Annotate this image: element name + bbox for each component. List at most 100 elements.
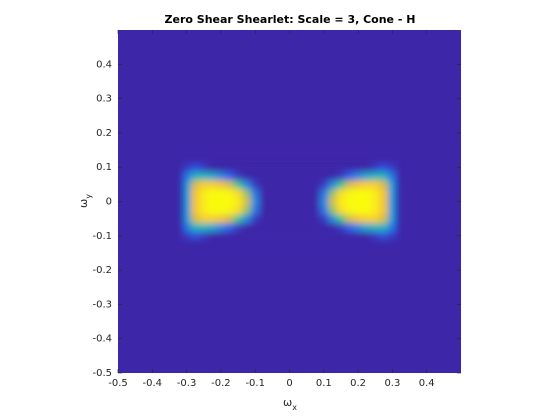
heatmap-cell [190,188,200,198]
heatmap-cell [362,231,372,241]
heatmap-cell [379,188,389,198]
heatmap-cell [310,171,320,181]
heatmap-cell [190,197,200,207]
heatmap-cell [285,205,295,215]
y-tick-label: -0.4 [92,334,112,345]
heatmap-cell [250,214,260,224]
heatmap-cell [233,231,243,241]
heatmap-cell [182,231,192,241]
heatmap-cell [353,180,363,189]
heatmap-cell [259,188,269,198]
heatmap-cell [233,197,243,207]
heatmap-cell [208,180,217,189]
heatmap-cell [259,171,269,181]
heatmap-cell [233,171,243,181]
x-axis-label: ωx [283,396,297,412]
heatmap-cell [276,180,286,189]
heatmap-cell [182,188,192,198]
heatmap-cell [310,180,320,189]
heatmap-clip [182,162,397,241]
heatmap-cell [353,197,363,207]
x-tick-label: 0 [286,378,292,389]
heatmap-cell [353,222,363,232]
y-tick-label: 0.1 [96,162,112,173]
heatmap-cell [268,222,277,232]
y-tick-label: -0.1 [92,231,112,242]
heatmap-cell [345,231,355,241]
heatmap-cell [242,231,252,241]
heatmap-cell [336,214,346,224]
heatmap-cell [319,171,329,181]
heatmap-cell [250,180,260,189]
heatmap-cell [285,231,295,241]
x-tick-label: -0.4 [143,378,163,389]
heatmap-cell [233,214,243,224]
heatmap-cell [225,197,235,207]
x-tick-label: 0.4 [419,378,435,389]
heatmap-cell [182,222,192,232]
heatmap-cell [225,231,235,241]
heatmap-cell [242,162,252,172]
heatmap-cell [190,205,200,215]
heatmap-cell [310,222,320,232]
y-tick-label: -0.3 [92,299,112,310]
heatmap-cell [319,205,329,215]
heatmap-cell [242,188,252,198]
heatmap-cell [285,222,295,232]
heatmap-cell [250,162,260,172]
y-tick-label: 0.4 [96,59,112,70]
heatmap-cell [370,231,380,241]
heatmap-cell [310,162,320,172]
heatmap-cell [190,222,200,232]
heatmap-cell [336,162,346,172]
y-tick-label: -0.2 [92,265,112,276]
heatmap-cell [336,188,346,198]
heatmap-cell [268,188,277,198]
heatmap-cell [233,162,243,172]
heatmap-cell [388,188,397,198]
heatmap-cell [233,188,243,198]
heatmap-cell [216,171,226,181]
heatmap-cell [370,222,380,232]
heatmap-cell [362,162,372,172]
heatmap-cell [250,231,260,241]
heatmap-cell [225,214,235,224]
heatmap-cell [182,180,192,189]
heatmap-cell [345,162,355,172]
heatmap-cell [388,214,397,224]
heatmap-cell [182,171,192,181]
x-tick-label: -0.2 [211,378,231,389]
heatmap-cell [345,214,355,224]
y-axis-label: ωy [77,194,93,208]
heatmap-cell [250,188,260,198]
heatmap-cell [233,222,243,232]
heatmap-cell [336,222,346,232]
heatmap-cell [225,171,235,181]
heatmap-cell [302,162,312,172]
heatmap-cell [336,205,346,215]
heatmap-cell [276,222,286,232]
heatmap-cell [362,180,372,189]
heatmap-cell [379,180,389,189]
heatmap-cell [310,205,320,215]
heatmap-cell [362,214,372,224]
chart-title: Zero Shear Shearlet: Scale = 3, Cone - H [165,13,416,26]
heatmap-cell [302,205,312,215]
heatmap-cell [208,205,217,215]
heatmap-cell [199,188,209,198]
y-tick-label: 0.3 [96,94,112,105]
heatmap-cell [379,171,389,181]
heatmap-cell [250,171,260,181]
heatmap-cell [362,222,372,232]
heatmap-cell [379,214,389,224]
heatmap-cell [268,180,277,189]
heatmap-cell [242,205,252,215]
heatmap-cell [362,205,372,215]
heatmap-cell [208,162,217,172]
heatmap-cell [345,222,355,232]
heatmap-cell [379,231,389,241]
heatmap-cell [328,222,337,232]
heatmap-cell [388,171,397,181]
heatmap-cell [388,197,397,207]
